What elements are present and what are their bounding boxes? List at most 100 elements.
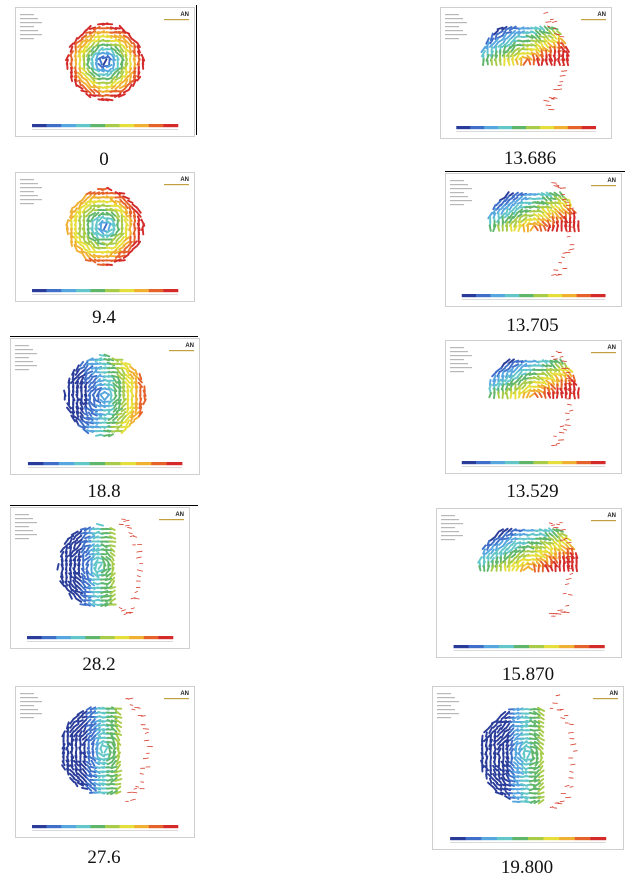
stress-vector [512, 212, 519, 219]
stress-vector [538, 731, 544, 738]
stress-vector [513, 743, 519, 751]
stress-vector [83, 577, 92, 582]
stress-vector [99, 222, 103, 232]
edge-vector [549, 806, 554, 809]
stress-vector [92, 94, 102, 97]
legend-segment [90, 825, 106, 829]
stress-vector [111, 411, 119, 417]
stress-vector [572, 223, 576, 233]
stress-vector [521, 384, 527, 390]
stress-vector [557, 200, 566, 206]
stress-vector [497, 42, 504, 48]
stress-vector [539, 532, 547, 538]
stress-vector [548, 53, 554, 62]
stress-vector [87, 535, 96, 540]
stress-vector [551, 38, 559, 44]
stress-vector [119, 207, 125, 213]
stress-vector [112, 747, 116, 754]
stress-vector [132, 78, 137, 87]
stress-vector [73, 215, 79, 222]
stress-vector [71, 539, 79, 544]
stress-vector [107, 416, 115, 421]
stress-vector [77, 205, 83, 215]
stress-vector [89, 88, 96, 95]
stress-vector [565, 57, 570, 67]
stress-vector [494, 50, 498, 57]
stress-vector [541, 359, 548, 364]
stress-vector [533, 719, 541, 725]
stress-vector [101, 51, 110, 56]
stress-vector [63, 538, 70, 545]
edge-vector [118, 523, 124, 526]
stress-vector [79, 593, 87, 599]
stress-vector [81, 206, 87, 214]
stress-vector [504, 195, 510, 203]
stress-vector [77, 71, 83, 78]
stress-vector [91, 377, 97, 384]
stress-vector [500, 735, 507, 742]
edge-vector [565, 204, 571, 207]
stress-vector [80, 550, 86, 558]
stress-vector [517, 743, 523, 751]
legend-segment [148, 825, 164, 829]
stress-vector [114, 84, 121, 90]
stress-vector [71, 410, 75, 418]
header-text-line [15, 345, 29, 347]
stress-vector [56, 563, 60, 571]
stress-vector [121, 373, 127, 380]
stress-vector [95, 378, 101, 384]
stress-vector [136, 58, 141, 66]
stress-vector [81, 45, 87, 54]
stress-vector [542, 225, 547, 232]
right-panel-1: AN [440, 7, 612, 139]
stress-vector [118, 80, 125, 86]
stress-vector [75, 597, 83, 603]
stress-vector [74, 240, 78, 247]
stress-vector [79, 376, 85, 385]
stress-vector [68, 537, 73, 546]
stress-vector [101, 757, 110, 761]
stress-vector [508, 192, 514, 197]
edge-vector [568, 409, 574, 412]
edge-vector [136, 575, 141, 578]
legend-segment [461, 461, 477, 465]
header-text-line [437, 709, 455, 711]
stress-vector [86, 751, 92, 759]
stress-vector [75, 534, 83, 541]
stress-vector [98, 354, 107, 357]
stress-vector [75, 530, 83, 537]
stress-vector [489, 536, 496, 542]
edge-vector [562, 198, 567, 201]
stress-vector [122, 250, 130, 254]
stress-vector [547, 26, 554, 31]
stress-vector [113, 386, 118, 393]
stress-vector [113, 249, 122, 255]
legend-segment [468, 645, 485, 649]
edge-vector [125, 525, 130, 527]
edge-vector [559, 75, 566, 77]
stress-vector [110, 374, 120, 379]
stress-vector [85, 194, 92, 201]
stress-vector [550, 201, 557, 205]
stress-vector [77, 760, 84, 766]
stress-vector [516, 791, 524, 796]
stress-vector [73, 730, 80, 738]
stress-vector [94, 386, 103, 392]
legend-segment [163, 289, 179, 293]
stress-vector [532, 782, 541, 788]
header-text-line [15, 534, 37, 536]
legend-segment [163, 124, 179, 128]
plot-group: AN [445, 11, 606, 132]
stress-vector [95, 738, 100, 746]
stress-vector [107, 358, 115, 362]
stress-vector [69, 62, 74, 70]
stress-vector [137, 411, 144, 418]
stress-vector [553, 547, 558, 556]
stress-vector [558, 564, 561, 572]
stress-vector [81, 730, 88, 737]
stress-vector [558, 195, 565, 202]
right-caption-4: 15.870 [501, 664, 555, 685]
stress-vector [528, 761, 537, 766]
stress-vector [100, 582, 109, 585]
edge-vector [128, 532, 133, 535]
